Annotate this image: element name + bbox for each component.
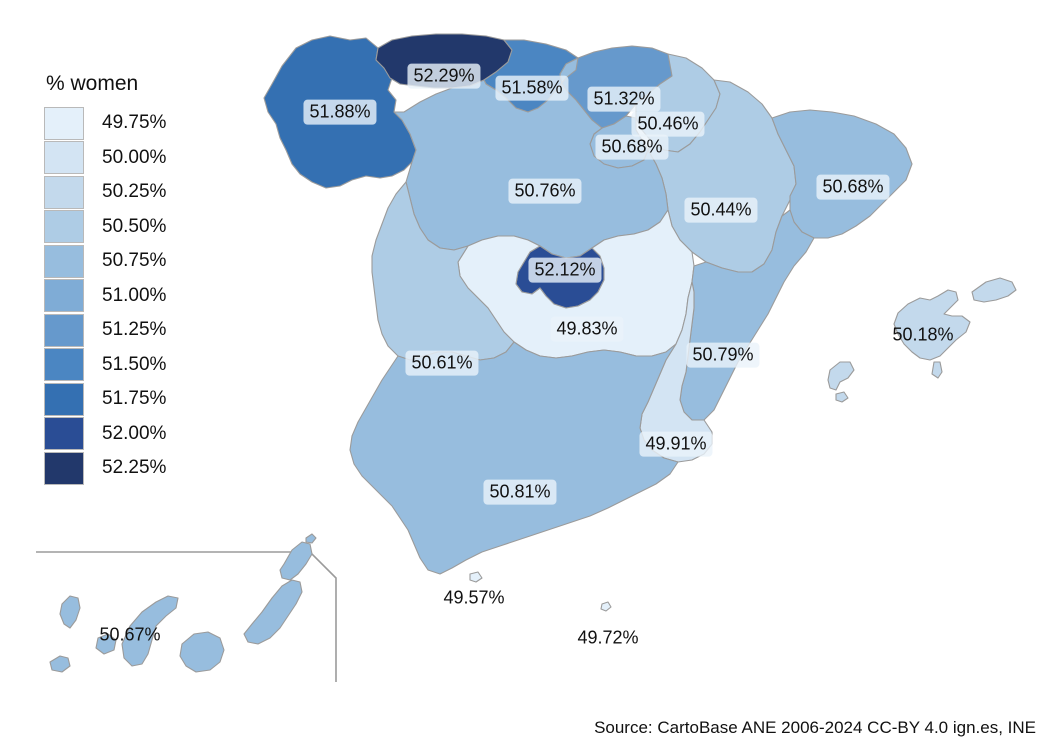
region-shape[interactable] <box>179 631 225 673</box>
legend-swatch <box>44 348 84 382</box>
legend-label: 50.25% <box>102 181 167 203</box>
region-shape[interactable] <box>469 571 483 583</box>
legend-label: 51.00% <box>102 284 167 306</box>
legend-entry[interactable]: 51.75% <box>44 382 244 417</box>
region-shape[interactable] <box>827 361 855 391</box>
region-shape[interactable] <box>305 533 317 544</box>
legend-label: 52.25% <box>102 457 167 479</box>
legend-swatch <box>44 244 84 278</box>
legend-entry[interactable]: 51.00% <box>44 279 244 314</box>
legend-swatch <box>44 141 84 175</box>
legend-entry[interactable]: 50.00% <box>44 141 244 176</box>
legend-label: 50.00% <box>102 146 167 168</box>
source-attribution: Source: CartoBase ANE 2006-2024 CC-BY 4.… <box>594 718 1036 737</box>
legend-entry[interactable]: 51.50% <box>44 348 244 383</box>
region-shape[interactable] <box>121 595 179 667</box>
legend-swatch <box>44 451 84 485</box>
region-shape[interactable] <box>95 633 117 655</box>
legend-swatch <box>44 313 84 347</box>
legend-label: 51.25% <box>102 319 167 341</box>
region-shape[interactable] <box>971 277 1017 303</box>
canary-inset-frame <box>36 551 337 682</box>
legend-swatch <box>44 279 84 313</box>
region-shape[interactable] <box>59 595 81 629</box>
legend-label: 49.75% <box>102 112 167 134</box>
legend-entry[interactable]: 50.50% <box>44 210 244 245</box>
legend-label: 51.50% <box>102 353 167 375</box>
legend-label: 51.75% <box>102 388 167 410</box>
legend-swatch <box>44 417 84 451</box>
legend-swatch <box>44 210 84 244</box>
legend-swatch <box>44 175 84 209</box>
legend-swatch <box>44 382 84 416</box>
legend-entry[interactable]: 52.00% <box>44 417 244 452</box>
region-shape[interactable] <box>49 655 71 673</box>
legend-entry[interactable]: 50.25% <box>44 175 244 210</box>
legend-entry[interactable]: 52.25% <box>44 451 244 486</box>
legend-swatch <box>44 106 84 140</box>
region-shape[interactable] <box>931 361 943 379</box>
legend-entry[interactable]: 51.25% <box>44 313 244 348</box>
region-shape[interactable] <box>279 541 313 581</box>
region-canarias[interactable] <box>49 533 317 673</box>
region-shape[interactable] <box>349 341 679 575</box>
region-shape[interactable] <box>835 391 849 403</box>
region-shape[interactable] <box>771 109 913 239</box>
region-shape[interactable] <box>243 579 303 645</box>
region-shape[interactable] <box>893 289 971 361</box>
legend-label: 52.00% <box>102 422 167 444</box>
legend-entry[interactable]: 50.75% <box>44 244 244 279</box>
legend-entries: 49.75% 50.00% 50.25% 50.50% 50.75% 51.00% 51.2… <box>44 106 244 486</box>
region-shape[interactable] <box>600 601 612 612</box>
legend-label: 50.75% <box>102 250 167 272</box>
legend: % women 49.75% 50.00% 50.25% 50.50% 50.75% 51… <box>44 72 244 486</box>
legend-title: % women <box>46 72 139 95</box>
legend-label: 50.50% <box>102 215 167 237</box>
legend-entry[interactable]: 49.75% <box>44 106 244 141</box>
